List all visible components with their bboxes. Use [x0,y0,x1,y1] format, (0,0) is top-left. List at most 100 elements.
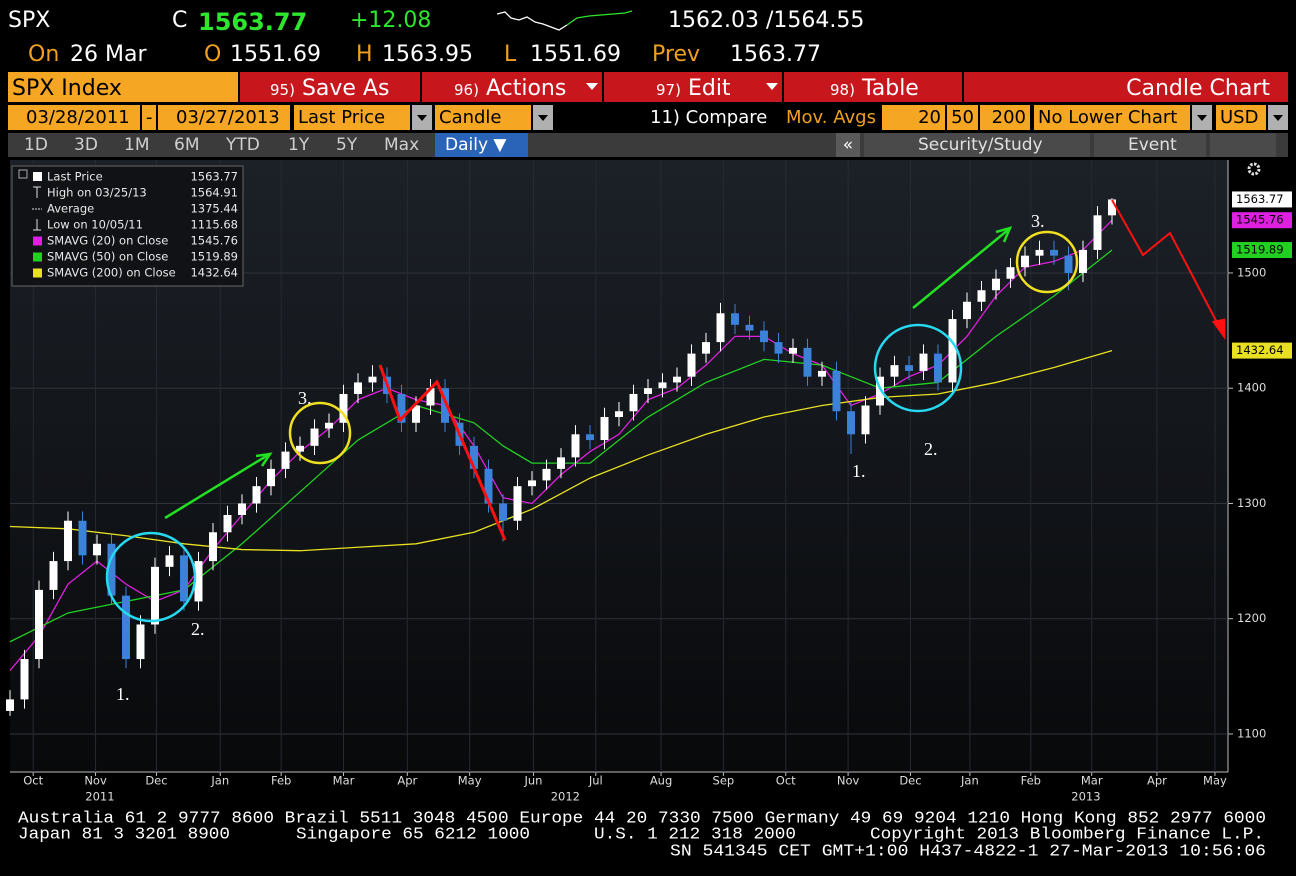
price-tags: 1563.77 1545.76 1519.89 1432.64 [1232,191,1292,359]
price-tag-label: 1545.76 [1236,213,1284,227]
legend-value: 1519.89 [190,250,238,264]
dropdown[interactable] [533,105,553,130]
candle-body [122,595,130,660]
candle-body [963,301,971,320]
candle-body [789,347,797,354]
candle-body [557,457,565,469]
legend-label: Low on 10/05/11 [47,218,143,232]
x-tick-label: Dec [899,774,921,788]
trend-arrow [912,229,1009,309]
legend-value: 1375.44 [190,202,238,216]
event-button[interactable]: Event [1094,133,1206,157]
annotation-shapes [105,199,1226,623]
dropdown[interactable] [412,105,432,130]
candle-body [818,370,826,377]
candle-body [528,480,536,487]
candle-body [1079,249,1087,273]
candle-body [977,290,986,302]
legend-swatch [33,252,42,262]
legend-collapse[interactable] [18,169,28,179]
legend-moving-averages: SMAVG (20) on Close 1545.76 SMAVG (50) on … [33,234,238,280]
menu-number: 95) [270,81,295,99]
study-button[interactable]: Security/Study [864,133,1090,157]
footer-text: Australia 61 2 9777 8600 Brazil 5511 304… [18,809,1266,861]
candle-body [890,365,899,377]
candle-body [745,324,754,331]
legend-value: 1563.77 [190,170,238,184]
x-tick-label: Feb [271,774,291,788]
ma-period[interactable]: 50 [947,105,978,130]
menu-button[interactable]: 98) Table [784,72,962,102]
legend-swatch [33,236,42,246]
period-tab[interactable]: 1D [24,135,48,155]
compare-button[interactable]: 11) Compare [650,107,768,128]
year-label: 2011 [85,790,114,804]
candle-body [1093,215,1102,250]
year-label: 2013 [1071,790,1100,804]
dropdown[interactable] [1192,105,1212,130]
price-field[interactable]: Last Price [294,105,410,130]
candle-body [586,434,594,441]
x-tick-label: Apr [397,774,417,788]
prev-label: Prev [652,42,700,67]
end-date[interactable]: 03/27/2013 [158,105,290,130]
menu-label: 96) Actions [454,76,566,101]
candle-body [20,659,29,700]
legend-label: SMAVG (20) on Close [47,234,168,248]
settings-button[interactable] [1210,133,1276,176]
candle-body [49,561,58,590]
x-tick-label: Nov [837,774,860,788]
year-label: 2012 [551,790,580,804]
menu-button[interactable]: 97) Edit [604,72,782,102]
candle-body [731,313,739,325]
menu-button[interactable]: 95) Save As [240,72,420,102]
period-tab[interactable]: 6M [174,135,200,155]
arrow-head [255,452,273,467]
period-tab[interactable]: 1M [124,135,150,155]
net-change: +12.08 [350,8,432,33]
legend-label: SMAVG (200) on Close [47,266,176,280]
arrow-head [1211,318,1226,340]
candle-body [484,468,493,504]
x-tick-label: Jun [523,774,542,788]
candle-body [252,486,261,504]
security-box[interactable]: SPX Index [8,72,238,102]
high-label: H [356,42,373,67]
footer: Australia 61 2 9777 8600 Brazil 5511 304… [18,809,1266,861]
period-tab[interactable]: 1Y [288,135,310,155]
highlight-circle [1015,230,1079,294]
candle-body [687,353,696,377]
frequency-tab[interactable]: Daily ▼ [435,133,528,157]
moving-average-line [9,349,1113,552]
dropdown[interactable] [1268,105,1288,130]
period-tab[interactable]: 5Y [336,135,358,155]
candle-body [1006,267,1015,279]
high-value: 1563.95 [382,42,473,67]
chart-name: Candle Chart [1126,76,1270,101]
menu-button[interactable]: 96) Actions [422,72,602,102]
annotation: 3. [1031,211,1045,231]
currency[interactable]: USD [1216,105,1266,130]
gear-icon [1247,162,1261,176]
candle-body [905,365,913,371]
x-tick-label: Sep [713,774,735,788]
quote-date: 26 Mar [70,42,147,67]
ma-period[interactable]: 200 [980,105,1030,130]
menu-label: 97) Edit [656,76,731,101]
x-tick-label: Feb [1021,774,1041,788]
chart-style[interactable]: Candle [435,105,531,130]
annotation: 2. [191,619,205,639]
lower-chart[interactable]: No Lower Chart [1034,105,1190,130]
collapse-button[interactable]: « [836,133,860,157]
ma-period[interactable]: 20 [882,105,945,130]
period-tab[interactable]: 3D [74,135,98,155]
marks [6,198,1116,716]
x-tick-label: Apr [1147,774,1167,788]
period-tab[interactable]: Max [384,135,420,155]
chart: 1100 1200 1300 1400 1500 Oct Nov Dec Jan Feb Mar Ap… [6,160,1292,804]
candle-body [861,405,870,435]
start-date[interactable]: 03/28/2011 [8,105,140,130]
candle-body [644,388,652,394]
bid-ask: 1562.03 /1564.55 [668,8,865,33]
period-tab[interactable]: YTD [226,135,260,155]
